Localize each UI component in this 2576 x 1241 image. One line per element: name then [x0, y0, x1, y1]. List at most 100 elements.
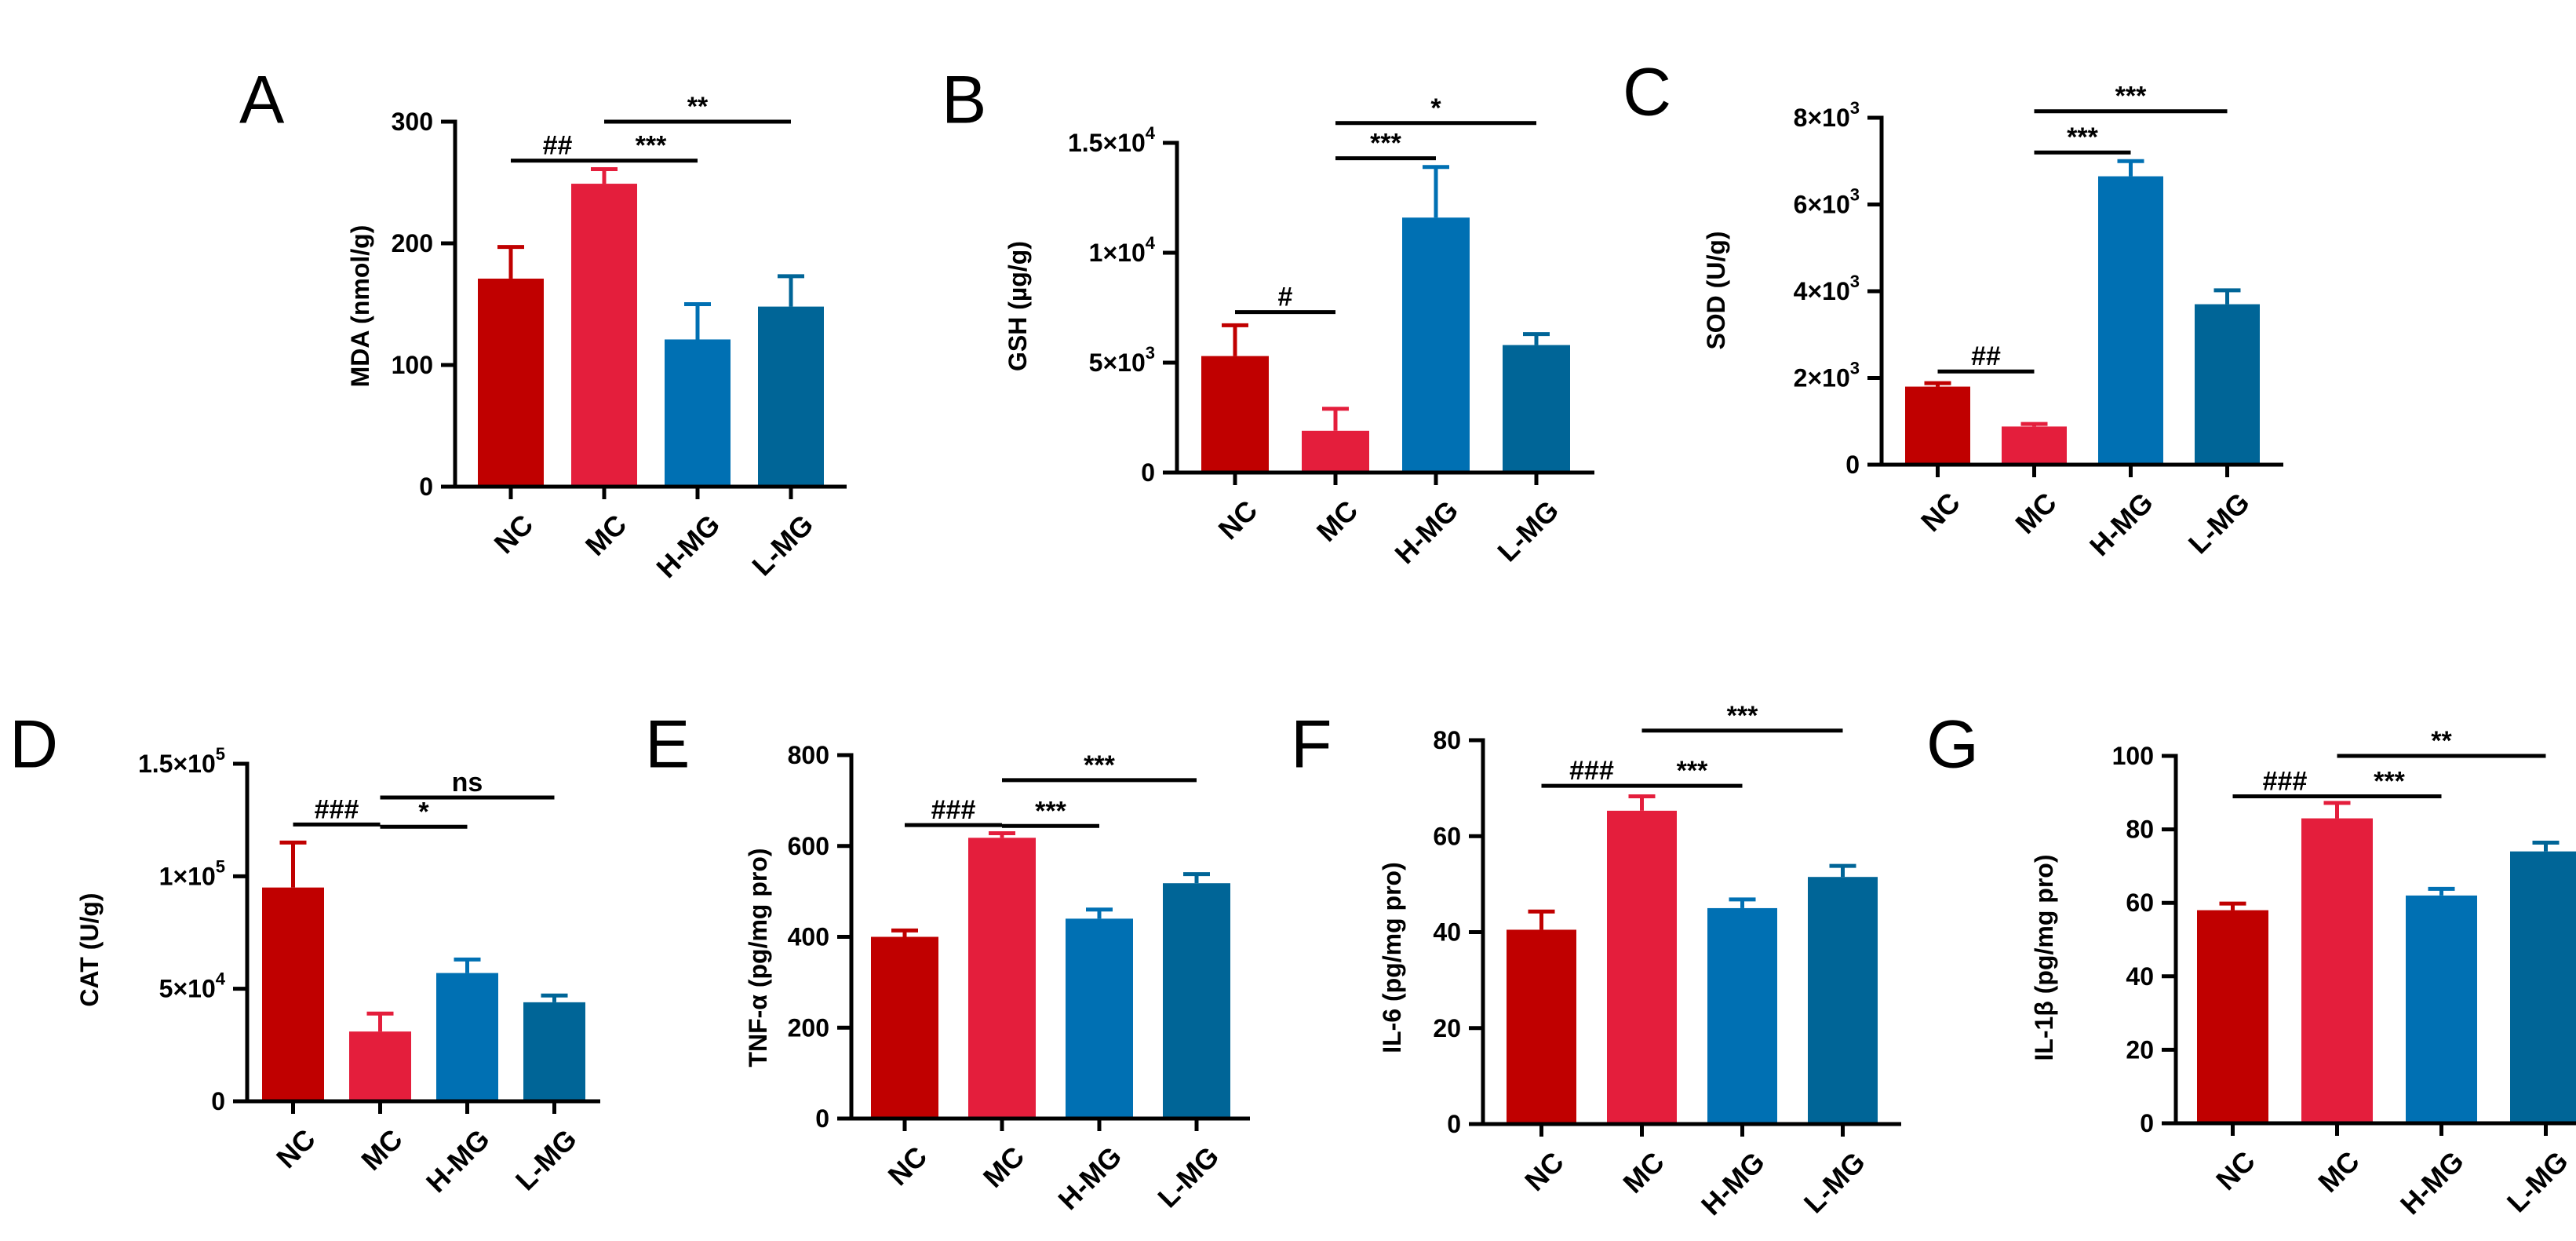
bar-D-H-MG — [436, 973, 498, 1101]
bar-E-L-MG — [1163, 883, 1230, 1119]
panel-C: C 0 2×103 4×103 6×103 8×103 NC MC H-MG L-MG SOD (U… — [1623, 55, 2283, 562]
panel-letter-B: B — [942, 63, 986, 138]
y-tick-label-F: 20 — [1433, 1014, 1461, 1042]
y-tick-label-F: 0 — [1447, 1110, 1461, 1138]
x-tick-label-G-MC: MC — [2312, 1144, 2366, 1199]
x-tick-label-F-H-MG: H-MG — [1695, 1145, 1771, 1221]
y-axis-label-F: IL-6 (pg/mg pro) — [1378, 862, 1406, 1053]
bar-D-L-MG — [523, 1002, 585, 1101]
x-tick-label-G-H-MG: H-MG — [2394, 1144, 2470, 1221]
panel-letter-E: E — [645, 707, 690, 783]
x-tick-label-C-MC: MC — [2009, 486, 2063, 540]
significance-label-F: ### — [1569, 756, 1614, 786]
significance-label-B: # — [1278, 283, 1293, 312]
significance-label-C: *** — [2115, 82, 2147, 111]
x-tick-label-F-L-MG: L-MG — [1798, 1145, 1871, 1219]
significance-label-E: ### — [931, 795, 976, 825]
y-tick-label-B: 0 — [1141, 458, 1155, 487]
y-tick-label-C: 6×103 — [1794, 184, 1860, 219]
bar-D-NC — [262, 887, 324, 1101]
x-tick-label-A-NC: NC — [488, 508, 540, 560]
y-tick-label-B: 1.5×104 — [1068, 123, 1156, 158]
x-tick-label-F-MC: MC — [1616, 1145, 1671, 1199]
x-tick-label-C-L-MG: L-MG — [2182, 486, 2256, 560]
significance-label-G: *** — [2374, 766, 2405, 796]
x-tick-label-A-H-MG: H-MG — [650, 508, 726, 584]
y-tick-label-A: 300 — [392, 108, 433, 136]
panel-F: F 0 20 40 60 80 NC MC H-MG L-MG IL-6 (pg/mg pro) ##… — [1291, 701, 1901, 1221]
bar-A-MC — [571, 184, 637, 487]
significance-label-C: ## — [1971, 341, 2001, 371]
y-axis-label-B: GSH (µg/g) — [1004, 241, 1032, 371]
significance-label-G: ** — [2431, 726, 2452, 756]
x-tick-label-D-NC: NC — [270, 1122, 322, 1174]
y-tick-label-A: 100 — [392, 351, 433, 379]
y-tick-label-E: 400 — [788, 923, 829, 951]
y-tick-label-E: 800 — [788, 741, 829, 769]
y-axis-label-C: SOD (U/g) — [1702, 231, 1730, 349]
panel-E: E 0 200 400 600 800 NC MC H-MG L-MG TNF-α (pg/mg p… — [645, 707, 1250, 1216]
y-axis-label-E: TNF-α (pg/mg pro) — [744, 848, 772, 1067]
significance-label-D: ### — [315, 794, 359, 824]
y-tick-label-D: 1×105 — [159, 856, 225, 891]
y-tick-label-E: 600 — [788, 832, 829, 860]
x-tick-label-B-L-MG: L-MG — [1491, 494, 1565, 568]
bar-G-H-MG — [2406, 895, 2477, 1123]
bar-G-NC — [2197, 910, 2268, 1123]
y-tick-label-B: 5×103 — [1089, 343, 1155, 378]
bar-F-MC — [1607, 810, 1677, 1124]
bar-F-H-MG — [1707, 907, 1777, 1124]
bar-A-NC — [478, 278, 544, 487]
significance-label-E: *** — [1035, 796, 1066, 826]
significance-label-C: *** — [2067, 122, 2098, 152]
y-tick-label-F: 40 — [1433, 918, 1461, 947]
x-tick-label-D-L-MG: L-MG — [509, 1122, 583, 1196]
bar-G-L-MG — [2510, 851, 2576, 1123]
y-tick-label-C: 4×103 — [1794, 272, 1860, 306]
significance-label-D: * — [418, 797, 429, 827]
significance-label-F: *** — [1677, 756, 1708, 786]
significance-label-B: *** — [1370, 129, 1401, 159]
x-tick-label-C-H-MG: H-MG — [2083, 486, 2159, 562]
significance-label-F: *** — [1727, 701, 1758, 731]
y-tick-label-G: 0 — [2140, 1109, 2154, 1137]
y-tick-label-E: 0 — [815, 1104, 829, 1133]
x-tick-label-F-NC: NC — [1518, 1145, 1570, 1197]
bar-F-L-MG — [1808, 877, 1878, 1124]
y-tick-label-E: 200 — [788, 1013, 829, 1042]
panel-D: D 0 5×104 1×105 1.5×105 NC MC H-MG L-MG CAT (U/g)… — [9, 707, 600, 1199]
bar-A-L-MG — [758, 306, 824, 487]
x-tick-label-B-H-MG: H-MG — [1388, 494, 1464, 570]
bar-C-L-MG — [2195, 304, 2260, 465]
bar-F-NC — [1507, 929, 1576, 1124]
bar-G-MC — [2301, 818, 2373, 1123]
y-tick-label-A: 0 — [419, 473, 433, 501]
significance-label-D: ns — [452, 768, 483, 798]
significance-label-A: ## — [543, 131, 573, 161]
y-tick-label-G: 20 — [2126, 1035, 2154, 1064]
significance-label-A: *** — [636, 131, 667, 161]
panel-letter-C: C — [1623, 55, 1671, 130]
bar-B-NC — [1201, 356, 1269, 473]
panel-letter-G: G — [1926, 707, 1979, 783]
y-tick-label-G: 40 — [2126, 962, 2154, 991]
bar-C-H-MG — [2098, 176, 2163, 465]
significance-label-A: ** — [687, 92, 709, 122]
y-tick-label-G: 80 — [2126, 816, 2154, 844]
bar-E-MC — [968, 838, 1036, 1119]
y-axis-label-D: CAT (U/g) — [75, 892, 104, 1006]
y-tick-label-B: 1×104 — [1089, 233, 1156, 268]
panel-G: G 0 20 40 60 80 100 NC MC H-MG L-MG IL-1β (pg/mg pr… — [1926, 707, 2576, 1221]
x-tick-label-B-MC: MC — [1310, 494, 1365, 548]
y-axis-label-G: IL-1β (pg/mg pro) — [2030, 854, 2058, 1060]
y-tick-label-C: 0 — [1845, 451, 1860, 479]
x-tick-label-D-MC: MC — [355, 1122, 409, 1177]
x-tick-label-E-MC: MC — [977, 1140, 1031, 1194]
x-tick-label-C-NC: NC — [1915, 486, 1966, 538]
y-tick-label-G: 60 — [2126, 889, 2154, 917]
y-tick-label-D: 5×104 — [159, 969, 226, 1003]
y-tick-label-F: 80 — [1433, 726, 1461, 754]
y-axis-label-A: MDA (nmol/g) — [346, 225, 374, 388]
y-tick-label-G: 100 — [2112, 742, 2154, 770]
